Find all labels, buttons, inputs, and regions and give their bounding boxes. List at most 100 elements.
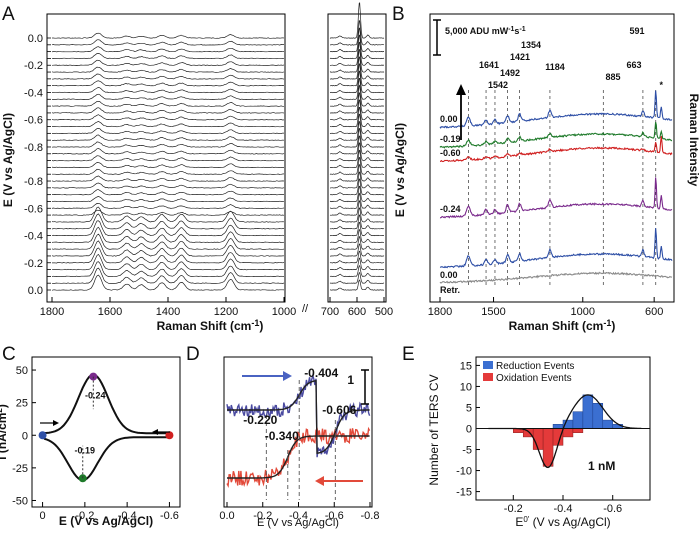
panel-a-trace-left [51, 46, 285, 53]
panel-b-right-title: Raman Intensity [687, 94, 700, 187]
panel-b-scale-text: 5,000 ADU mW [445, 26, 509, 36]
panel-e-y-tick-label: -10 [456, 466, 472, 478]
panel-b-series-label: 0.00 [440, 114, 458, 124]
panel-a-x-tick-label: 1200 [214, 306, 238, 318]
panel-b-scale-label: 5,000 ADU mW-1s-1 [445, 26, 526, 36]
panel-b-peak-label: 885 [605, 72, 620, 82]
panel-d-annotation: -0.606 [322, 403, 356, 417]
panel-e-ticks: -0.2 -0.4 -0.6 15 10 5 0 -5 -10 -15 [456, 360, 622, 515]
panel-a-x-title-tail: ) [259, 319, 263, 333]
panel-a-trace-left [51, 80, 285, 87]
panel-a-trace-right [329, 56, 385, 80]
panel-d-x-tick-label: 0.0 [219, 510, 234, 522]
panel-e-x-title-text: E [515, 515, 523, 529]
panel-a-trace-left [51, 206, 285, 223]
panel-a-trace-left [51, 203, 285, 209]
panel-d-x-tick-label: -0.4 [289, 510, 308, 522]
panel-a-trace-right [330, 243, 385, 257]
panel-d-reverse-arrow-head [315, 476, 324, 486]
panel-c-x-tick-label: -0.4 [118, 510, 137, 522]
panel-a-trace-left [51, 141, 285, 148]
panel-a-trace-right [329, 214, 385, 230]
panel-a-y-tick-label: -0.2 [24, 258, 43, 270]
panel-b-trace [439, 90, 673, 129]
panel-e-reduction-bar [582, 394, 594, 429]
panel-c-point-start [38, 431, 47, 440]
panel-a-x-tick-label: 700 [321, 306, 339, 318]
panel-b-scale-sup2: -1 [519, 26, 525, 33]
panel-a-x-tick-label: 1400 [156, 306, 180, 318]
panel-a-trace-left [51, 189, 285, 196]
panel-a-trace-left [51, 66, 285, 73]
panel-a-y-tick-label: -0.6 [24, 115, 43, 127]
panel-d-x-tick-label: -0.2 [253, 510, 272, 522]
panel-c: 0 -0.2 -0.4 -0.6 50 25 0 -25 -50 -0.24 -0.19 E (V… [0, 356, 181, 528]
panel-a-trace-left [51, 233, 285, 250]
panel-c-points [38, 372, 174, 483]
panel-a-y-tick-label: -0.8 [24, 176, 43, 188]
panel-b-series-labels: 0.00 -0.19 -0.60 -0.24 0.00 Retr. [440, 114, 461, 295]
panel-b-x-tick-label: 1500 [481, 306, 505, 318]
panel-a-trace-right [329, 185, 385, 203]
panel-a-trace-left [51, 39, 284, 46]
panel-a-trace-left [51, 101, 284, 107]
panel-a-trace-left [51, 175, 285, 182]
panel-b-peak-label: 1184 [545, 62, 565, 72]
panel-c-x-tick-label: 0 [40, 510, 46, 522]
panel-c-annotation: -0.19 [74, 446, 95, 456]
panel-a-trace-right [330, 128, 384, 148]
panel-a-y-tick-label: 0.0 [28, 33, 43, 45]
panel-d-reverse-fit [227, 435, 370, 479]
panel-c-x-title: E (V vs Ag/AgCl) [59, 514, 153, 528]
panel-e-x-title: E0' (V vs Ag/AgCl) [515, 515, 610, 529]
panel-a-trace-left [51, 182, 285, 189]
panel-d-scale-label: 1 [347, 373, 354, 387]
panel-e-reduction-bar [572, 411, 584, 429]
panel-b-x-tick-label: 1800 [428, 306, 452, 318]
panel-d-annotation: -0.404 [304, 366, 338, 380]
panel-a-trace-left [51, 121, 285, 128]
panel-a-y-title: E (V vs Ag/AgCl) [1, 113, 15, 207]
panel-a-y-ticks: 0.0 -0.2 -0.4 -0.6 -0.8 -0.8 -0.6 -0.4 -0.2 0.0 [24, 33, 51, 297]
panel-c-x-tick-label: -0.6 [160, 510, 179, 522]
panel-a-x-title-sup: -1 [251, 318, 259, 328]
panel-b-trace [439, 228, 673, 269]
panel-a-trace-left [51, 107, 285, 114]
panel-e-y-tick-label: 15 [460, 360, 472, 372]
panel-a-trace-left [52, 247, 285, 264]
panel-a-trace-left [51, 53, 285, 60]
panel-a-trace-right [329, 221, 384, 237]
panel-b-x-title-sup: -1 [603, 318, 611, 328]
panel-a-trace-left [51, 59, 285, 66]
panel-a-trace-right [329, 106, 385, 128]
panel-e-legend: Reduction Events Oxidation Events [483, 361, 574, 384]
panel-a-trace-left [51, 87, 285, 94]
panel-a-trace-left [51, 253, 285, 271]
panel-d-x-tick-label: -0.6 [325, 510, 344, 522]
panel-letter-b: B [392, 4, 405, 25]
panel-a-x-title-text: Raman Shift (cm [157, 319, 252, 333]
panel-b-series-label: -0.24 [440, 204, 461, 214]
panel-a-trace-left [51, 274, 285, 291]
panel-a-trace-left [51, 226, 285, 243]
panel-a-x-tick-label: 600 [348, 306, 366, 318]
panel-a-trace-right [329, 135, 384, 155]
panel-a-trace-right [329, 279, 385, 291]
panel-a-trace-right [330, 229, 385, 243]
panel-e-x-tick-label: -0.4 [554, 503, 573, 515]
panel-b-peak-label: 1354 [521, 40, 541, 50]
panel-a-y-tick-label: -0.2 [24, 60, 43, 72]
panel-a-x-title: Raman Shift (cm-1) [157, 318, 264, 333]
panel-e-x-title-tail: (V vs Ag/AgCl) [529, 515, 610, 529]
panel-c-y-tick-label: -25 [12, 463, 28, 475]
panel-a-trace-right [329, 265, 385, 278]
legend-label-oxidation: Oxidation Events [496, 373, 572, 384]
panel-a-trace-left [52, 32, 285, 39]
panel-a-trace-right [329, 178, 385, 196]
panel-b-trace [439, 271, 673, 284]
panel-b-peak-label: 1542 [488, 80, 508, 90]
panel-a-trace-right [329, 257, 385, 271]
panel-b-traces [439, 90, 673, 284]
panel-b-peak-labels: 1641 1542 1492 1421 1354 1184 885 663 591 * [479, 26, 664, 90]
panel-a-y-tick-label: -0.4 [24, 87, 43, 99]
